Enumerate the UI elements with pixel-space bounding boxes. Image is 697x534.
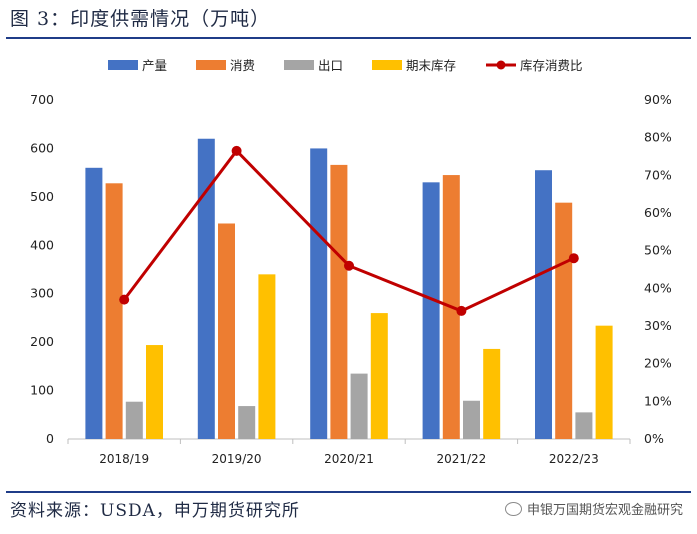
bottom-rule bbox=[6, 491, 691, 493]
category-label: 2019/20 bbox=[212, 452, 262, 466]
legend-swatch bbox=[284, 60, 314, 70]
left-axis-tick-label: 200 bbox=[30, 334, 54, 349]
bar-2 bbox=[105, 183, 123, 439]
wechat-icon bbox=[504, 501, 522, 516]
bar-3 bbox=[463, 400, 480, 439]
bar-4 bbox=[595, 325, 613, 439]
legend-swatch-marker bbox=[496, 60, 506, 70]
ratio-point bbox=[568, 253, 579, 264]
legend-swatch bbox=[196, 60, 226, 70]
left-axis-tick-label: 100 bbox=[30, 383, 54, 398]
legend-swatch bbox=[372, 60, 402, 70]
bar-3 bbox=[575, 412, 593, 439]
legend-label: 消费 bbox=[230, 58, 255, 73]
top-rule bbox=[6, 37, 691, 39]
right-axis-tick-label: 0% bbox=[644, 431, 664, 446]
bar-4 bbox=[258, 274, 276, 439]
bar-2 bbox=[218, 223, 235, 439]
bar-1 bbox=[85, 167, 103, 440]
ratio-point bbox=[119, 294, 130, 305]
bar-3 bbox=[125, 401, 143, 439]
left-axis-tick-label: 700 bbox=[30, 92, 54, 107]
bar-1 bbox=[197, 138, 215, 439]
bar-1 bbox=[535, 170, 552, 439]
right-axis-tick-label: 50% bbox=[644, 243, 672, 258]
ratio-line bbox=[123, 148, 575, 313]
right-axis-tick-label: 20% bbox=[644, 356, 672, 371]
chart-title: 图 3：印度供需情况（万吨） bbox=[10, 8, 271, 30]
bar-2 bbox=[330, 164, 348, 439]
left-axis-tick-label: 600 bbox=[30, 140, 54, 155]
bar-4 bbox=[146, 345, 163, 439]
right-axis-tick-label: 30% bbox=[644, 318, 672, 333]
bar-3 bbox=[238, 406, 256, 439]
left-axis-tick-label: 300 bbox=[30, 286, 54, 301]
right-axis-tick-label: 90% bbox=[644, 92, 672, 107]
left-axis-tick-label: 500 bbox=[30, 189, 54, 204]
right-axis-tick-label: 10% bbox=[644, 393, 672, 408]
right-axis-tick-label: 70% bbox=[644, 167, 672, 182]
bar-2 bbox=[555, 202, 573, 439]
right-axis-tick-label: 60% bbox=[644, 205, 672, 220]
bar-1 bbox=[422, 182, 440, 440]
legend-label: 库存消费比 bbox=[520, 58, 583, 73]
left-axis-tick-label: 0 bbox=[46, 431, 54, 446]
bar-1 bbox=[310, 148, 328, 439]
watermark-text: 申银万国期货宏观金融研究 bbox=[526, 503, 683, 518]
category-label: 2021/22 bbox=[436, 452, 486, 466]
category-label: 2018/19 bbox=[99, 452, 149, 466]
ratio-point bbox=[231, 145, 242, 156]
ratio-point bbox=[344, 260, 354, 271]
category-label: 2020/21 bbox=[324, 452, 374, 466]
right-axis-tick-label: 80% bbox=[644, 130, 672, 145]
legend-label: 出口 bbox=[318, 58, 343, 73]
bar-4 bbox=[370, 313, 388, 439]
left-axis-tick-label: 400 bbox=[30, 237, 54, 252]
legend-label: 期末库存 bbox=[406, 58, 456, 73]
right-axis-tick-label: 40% bbox=[644, 280, 672, 295]
source-note: 资料来源：USDA，申万期货研究所 bbox=[10, 501, 300, 521]
bar-4 bbox=[483, 348, 501, 439]
watermark: 申银万国期货宏观金融研究 bbox=[504, 499, 683, 518]
legend-label: 产量 bbox=[142, 58, 167, 73]
category-label: 2022/23 bbox=[549, 452, 599, 466]
bar-3 bbox=[350, 373, 368, 439]
ratio-point bbox=[456, 305, 467, 316]
legend-swatch bbox=[108, 60, 138, 70]
